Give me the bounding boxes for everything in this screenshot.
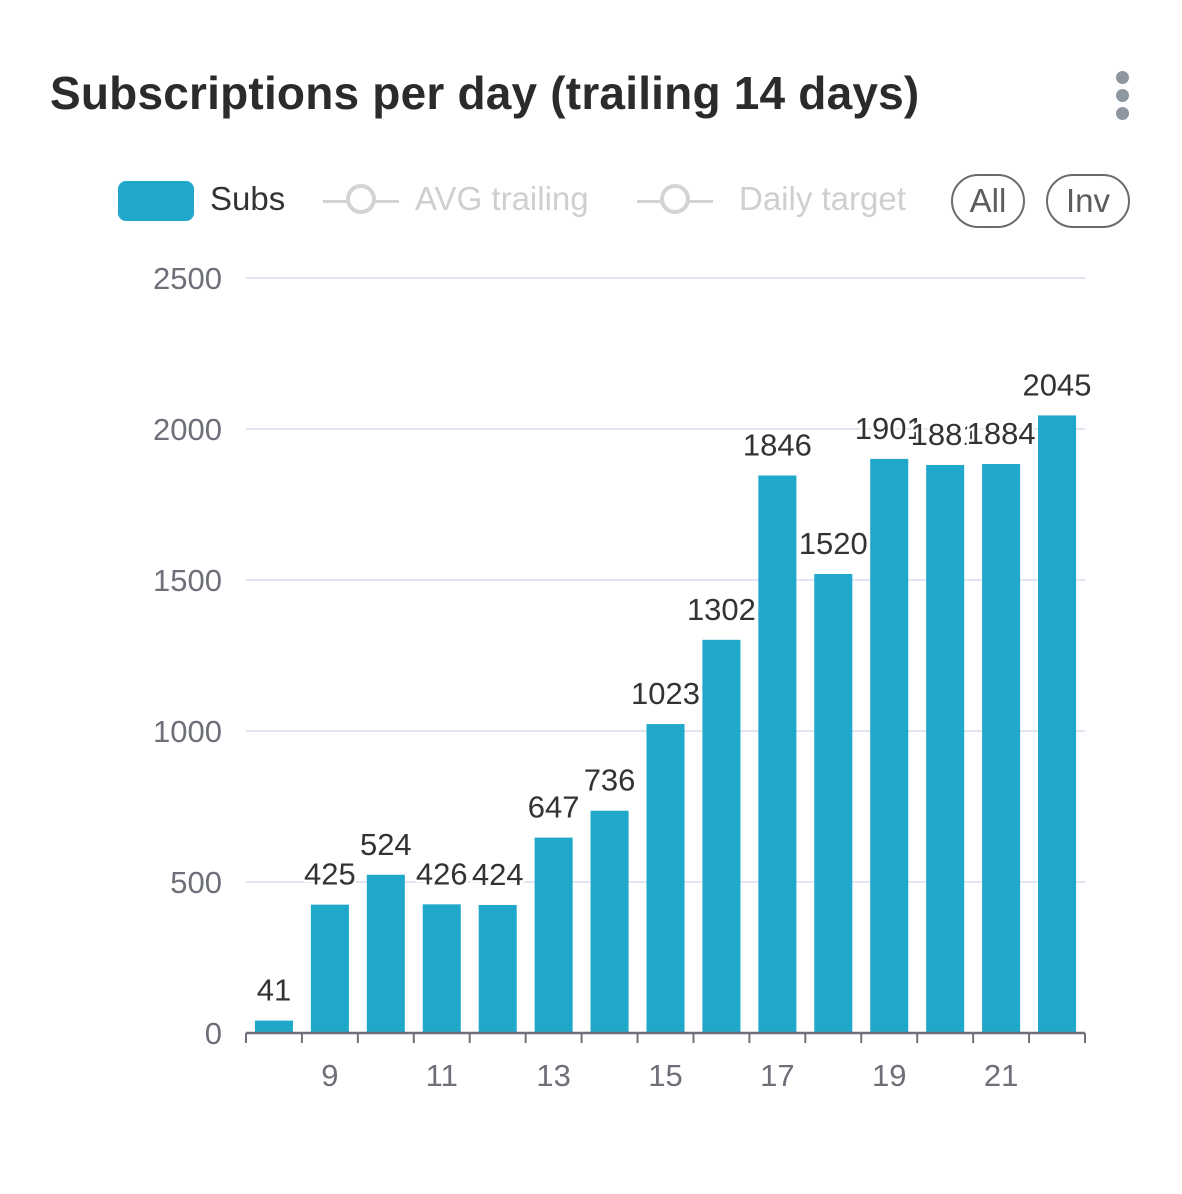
bar [758, 475, 797, 1033]
data-label: 647 [528, 790, 580, 825]
y-tick-label: 500 [170, 865, 222, 900]
data-label: 1881 [911, 417, 980, 452]
data-label: 524 [360, 827, 412, 862]
legend-target-label[interactable]: Daily target [739, 180, 906, 217]
bar [366, 874, 405, 1033]
data-label: 1302 [687, 592, 756, 627]
bar [1038, 415, 1077, 1033]
data-label: 425 [304, 857, 356, 892]
data-label: 41 [257, 973, 291, 1008]
y-tick-label: 1500 [153, 563, 222, 598]
bar [646, 724, 685, 1033]
y-axis-ticks: 0 500 1000 1500 2000 2500 [153, 261, 222, 1051]
legend-avg-circle-icon[interactable] [346, 184, 376, 214]
x-tick-label: 9 [321, 1058, 338, 1093]
legend-avg-label[interactable]: AVG trailing [415, 180, 589, 217]
x-tick-label: 17 [760, 1058, 794, 1093]
bar [534, 837, 573, 1033]
y-tick-label: 0 [205, 1016, 222, 1051]
x-tick-label: 19 [872, 1058, 906, 1093]
bar [254, 1020, 293, 1033]
bar [422, 904, 461, 1033]
x-tick-label: 13 [536, 1058, 570, 1093]
data-label: 736 [584, 763, 636, 798]
x-axis: 9 11 13 15 17 19 21 [245, 1031, 1086, 1093]
legend-all-button[interactable]: All [951, 174, 1025, 228]
data-label: 1884 [967, 416, 1036, 451]
legend-subs-swatch[interactable] [118, 181, 194, 221]
y-tick-label: 2500 [153, 261, 222, 296]
bar [310, 904, 349, 1033]
data-label: 1520 [799, 526, 868, 561]
x-tick-label: 21 [984, 1058, 1018, 1093]
legend-target-circle-icon[interactable] [660, 184, 690, 214]
bar [702, 639, 741, 1033]
data-label: 1023 [631, 676, 700, 711]
y-tick-label: 2000 [153, 412, 222, 447]
x-tick-label: 15 [648, 1058, 682, 1093]
bars [254, 415, 1077, 1034]
more-vertical-icon[interactable] [1105, 66, 1141, 126]
data-label: 426 [416, 856, 468, 891]
data-label: 1846 [743, 428, 812, 463]
bar [982, 464, 1021, 1034]
chart-title: Subscriptions per day (trailing 14 days) [50, 67, 920, 119]
bar [590, 810, 629, 1033]
y-tick-label: 1000 [153, 714, 222, 749]
data-label: 424 [472, 857, 524, 892]
bar [870, 458, 909, 1033]
bar [814, 573, 853, 1033]
legend-subs-label[interactable]: Subs [210, 180, 286, 217]
x-tick-label: 11 [426, 1058, 458, 1093]
legend-inv-button[interactable]: Inv [1046, 174, 1130, 228]
data-label: 2045 [1023, 367, 1092, 402]
data-label: 1901 [855, 411, 924, 446]
bar [926, 464, 965, 1033]
bar [478, 904, 517, 1033]
